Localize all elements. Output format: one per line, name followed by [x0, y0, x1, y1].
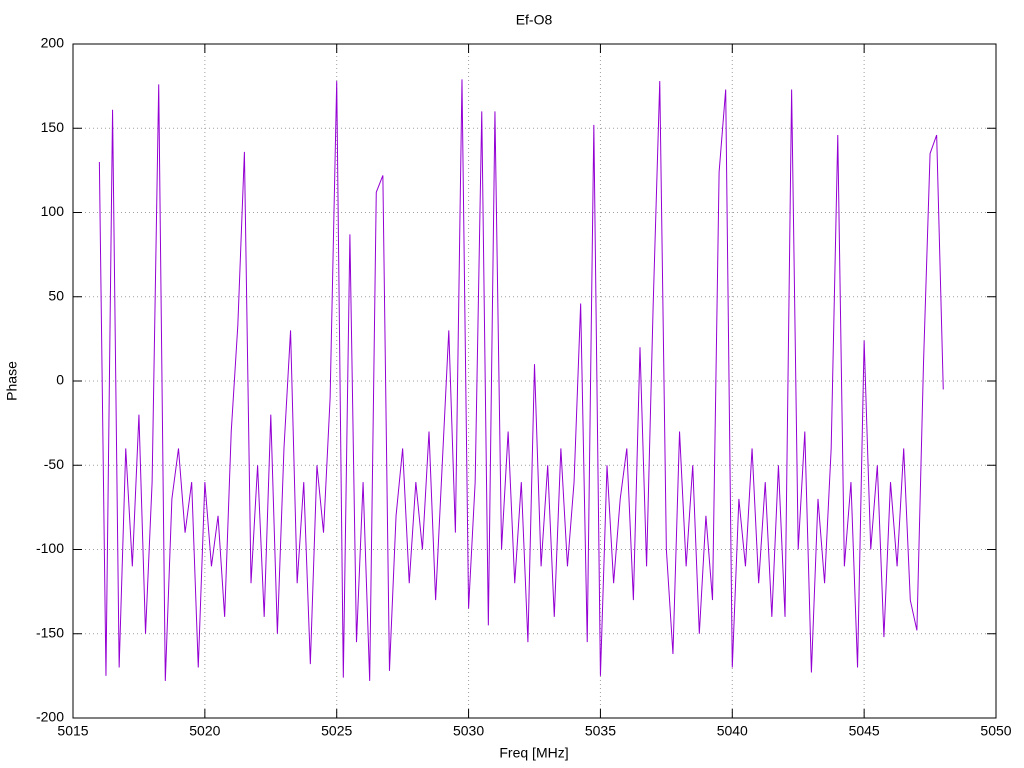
y-tick-label: 50: [48, 287, 64, 303]
x-tick-label: 5045: [849, 723, 880, 739]
data-line: [98, 79, 944, 681]
x-tick-label: 5015: [57, 723, 88, 739]
y-tick-label: -100: [36, 540, 64, 556]
y-tick-label: -200: [36, 709, 64, 725]
x-tick-label: 5040: [717, 723, 748, 739]
y-axis-label: Phase: [4, 361, 20, 401]
y-tick-label: -50: [44, 456, 64, 472]
y-tick-label: -150: [36, 624, 64, 640]
x-tick-label: 5035: [585, 723, 616, 739]
x-tick-label: 5020: [189, 723, 220, 739]
x-tick-label: 5025: [321, 723, 352, 739]
chart-title: Ef-O8: [516, 12, 553, 28]
x-tick-label: 5050: [980, 723, 1011, 739]
y-tick-label: 200: [41, 35, 65, 51]
x-tick-label: 5030: [453, 723, 484, 739]
x-axis-label: Freq [MHz]: [499, 745, 568, 761]
plot-border: [72, 43, 997, 719]
y-tick-label: 150: [41, 119, 65, 135]
y-tick-label: 100: [41, 203, 65, 219]
y-tick-label: 0: [56, 372, 64, 388]
